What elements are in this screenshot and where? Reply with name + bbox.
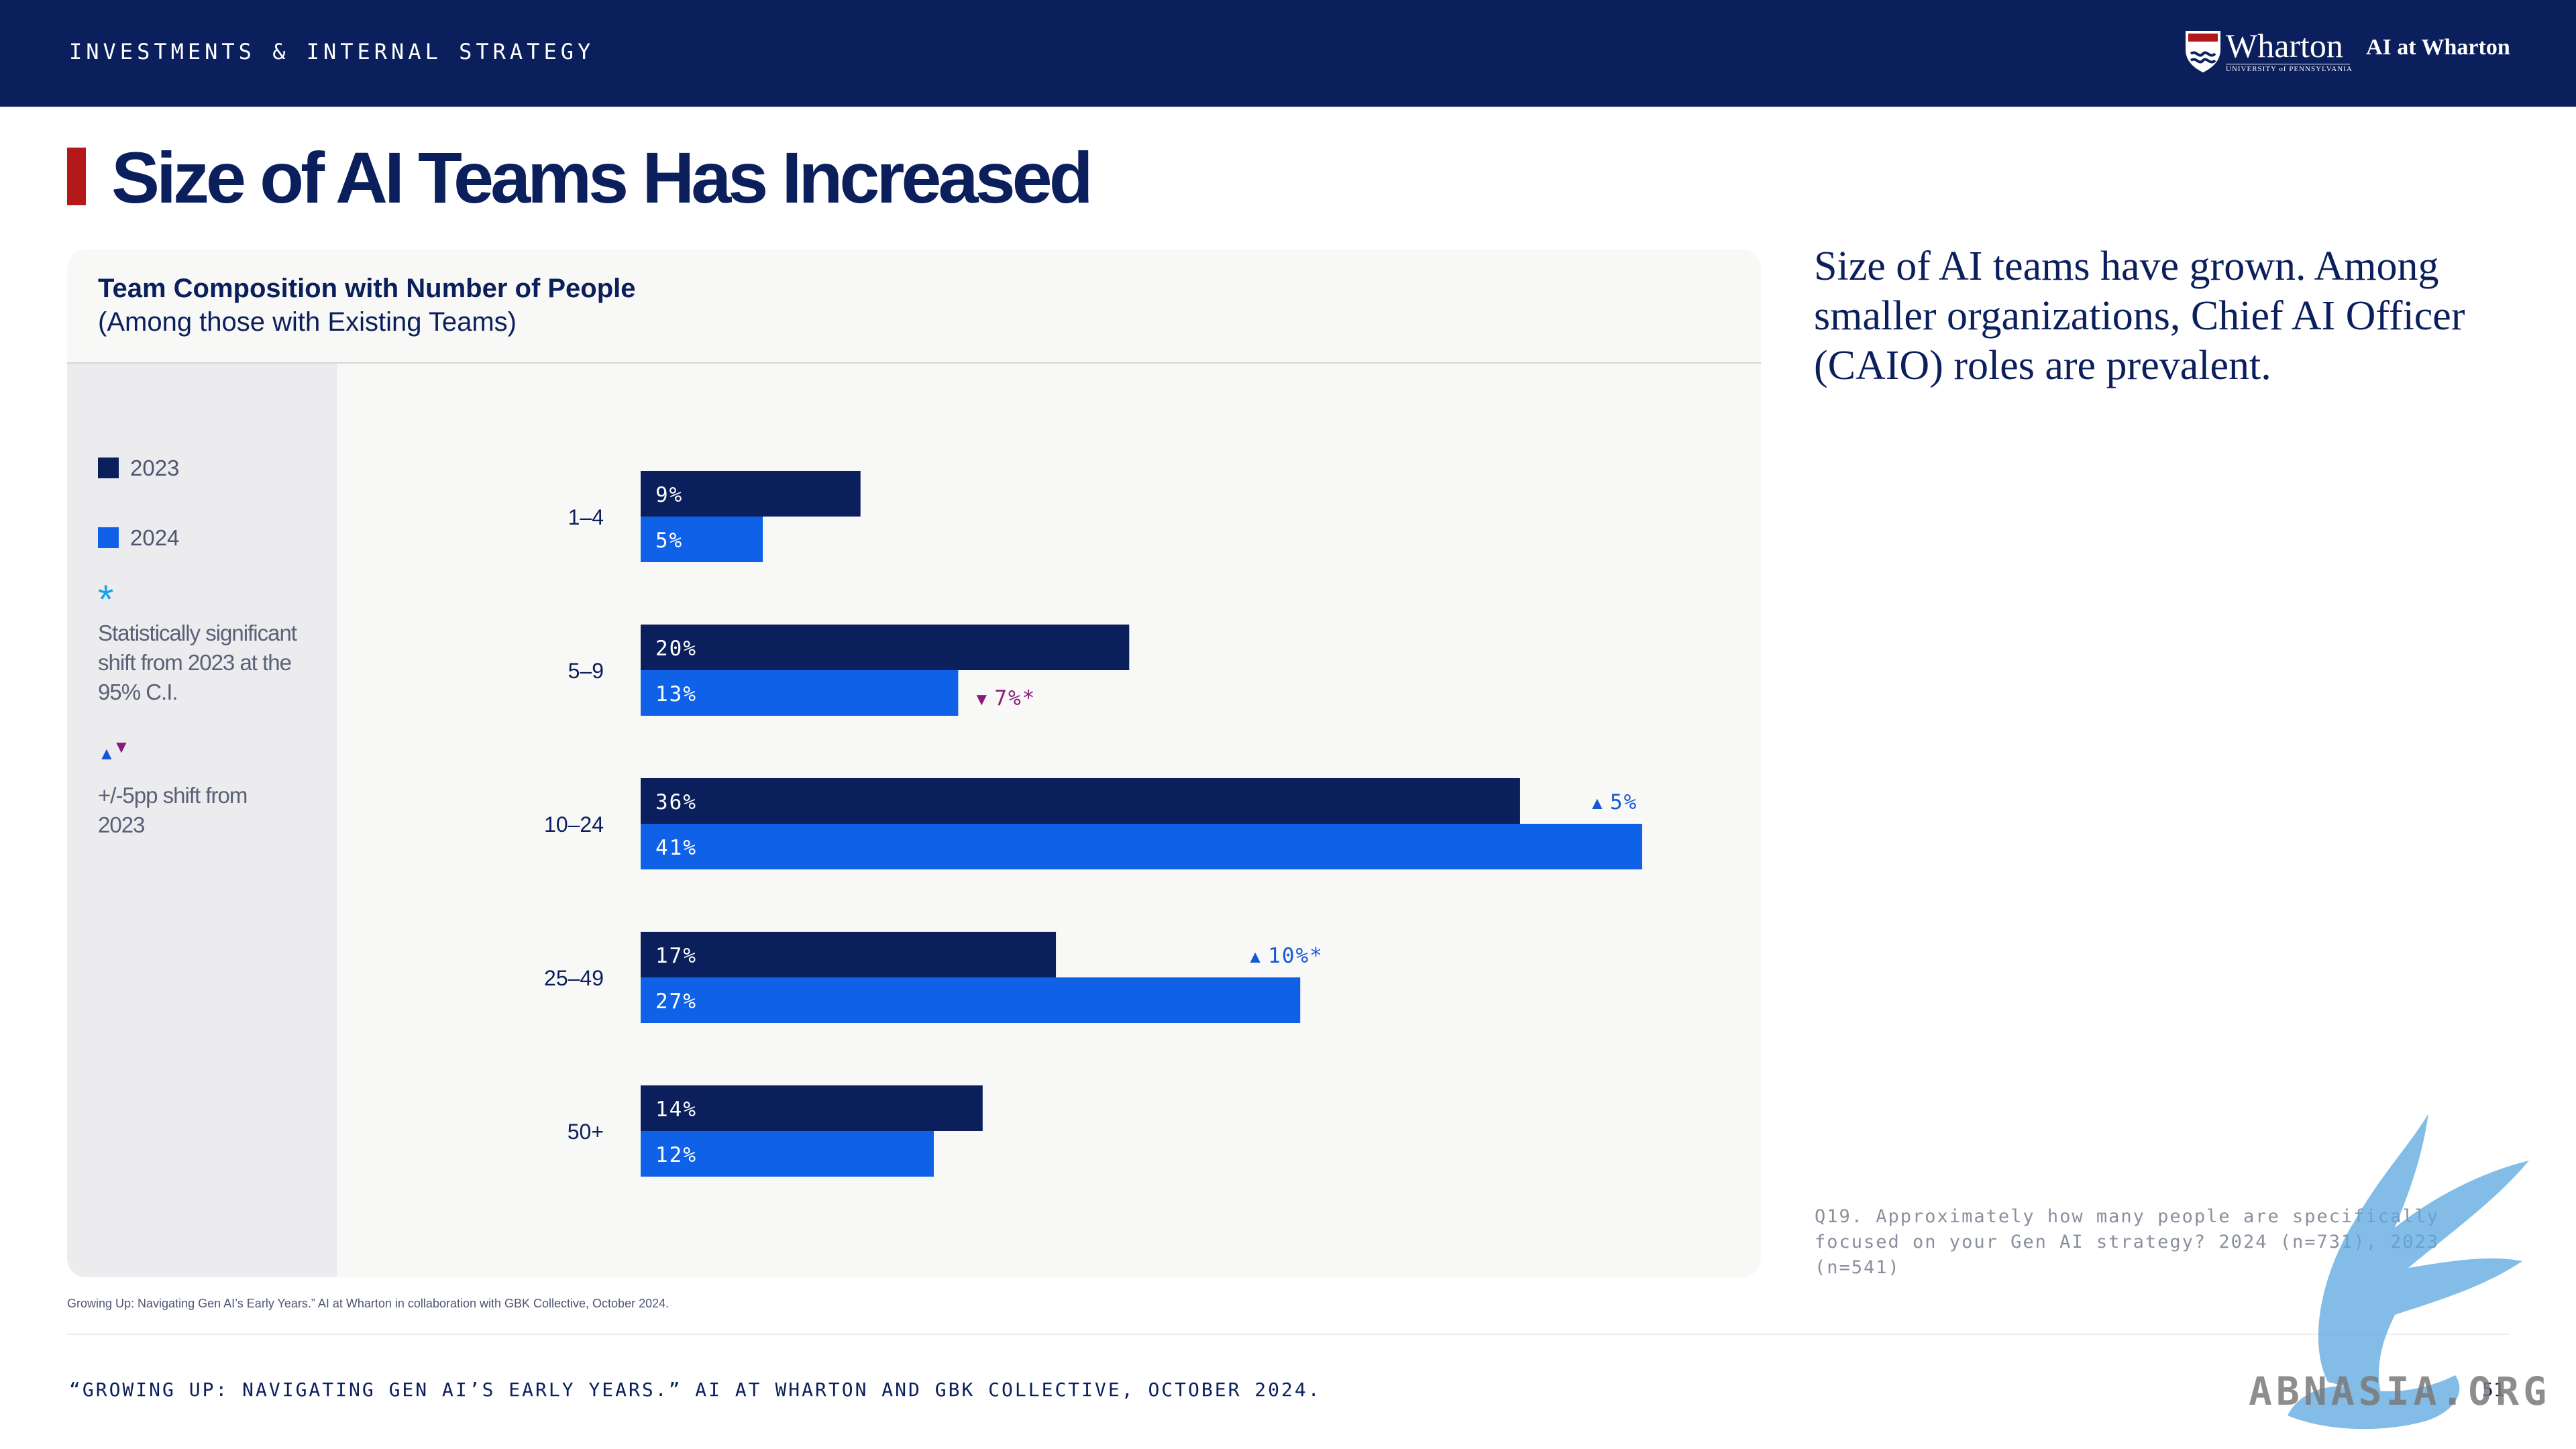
bar	[641, 824, 1642, 869]
page-title: Size of AI Teams Has Increased	[111, 137, 1093, 218]
significance-note: Statistically significant shift from 202…	[98, 621, 297, 704]
category-label: 1–4	[568, 505, 604, 529]
bar	[641, 1131, 934, 1177]
survey-question: Q19. Approximately how many people are s…	[1815, 1206, 2440, 1278]
data-label: 41%	[655, 836, 697, 860]
section-label: INVESTMENTS & INTERNAL STRATEGY	[69, 39, 595, 64]
watermark-emblem-icon	[2288, 1114, 2529, 1430]
footer-citation: “GROWING UP: NAVIGATING GEN AI’S EARLY Y…	[69, 1379, 1322, 1401]
data-label: 14%	[655, 1097, 697, 1122]
shift-note: +/-5pp shift from 2023	[98, 783, 248, 837]
category-label: 5–9	[568, 659, 604, 683]
significance-star-icon: *	[98, 577, 114, 622]
bar	[641, 932, 1057, 977]
card-divider	[67, 362, 1761, 364]
shift-up-icon: ▲	[1246, 947, 1264, 967]
title-accent-bar	[67, 148, 86, 205]
wharton-subtitle: UNIVERSITY of PENNSYLVANIA	[2226, 65, 2353, 73]
legend-swatch-2023	[98, 458, 119, 478]
bar	[641, 977, 1301, 1023]
wharton-wordmark: Wharton	[2226, 27, 2343, 64]
data-label: 17%	[655, 944, 697, 968]
shift-down-triangle-icon: ▼	[113, 737, 130, 757]
chart-subtitle: (Among those with Existing Teams)	[98, 307, 517, 337]
data-label: 36%	[655, 790, 697, 814]
shift-up-icon: ▲	[1589, 793, 1606, 813]
watermark-text: ABNASIA.ORG	[2249, 1368, 2551, 1414]
shift-label: 10%*	[1268, 944, 1324, 968]
legend-swatch-2024	[98, 527, 119, 548]
shift-up-triangle-icon: ▲	[98, 743, 115, 763]
legend-label-2024: 2024	[130, 525, 180, 550]
data-label: 9%	[655, 483, 683, 507]
footer-divider	[67, 1334, 2509, 1335]
data-label: 13%	[655, 682, 697, 706]
data-label: 20%	[655, 637, 697, 661]
legend-label-2023: 2023	[130, 455, 180, 480]
bar	[641, 471, 861, 517]
bar	[641, 1085, 983, 1131]
legend-panel: 2023 2024 * Statistically significant sh…	[67, 364, 337, 1277]
shift-label: 7%*	[994, 686, 1036, 710]
data-label: 5%	[655, 529, 683, 553]
chart-title: Team Composition with Number of People	[98, 274, 636, 303]
category-label: 50+	[568, 1120, 604, 1144]
bar	[641, 778, 1520, 824]
bar	[641, 670, 959, 716]
data-label: 12%	[655, 1143, 697, 1167]
shift-label: 5%	[1610, 790, 1638, 814]
penn-shield-icon	[2186, 31, 2220, 72]
category-label: 10–24	[544, 812, 604, 837]
category-label: 25–49	[544, 966, 604, 990]
bar	[641, 625, 1130, 670]
shift-down-icon: ▼	[973, 689, 990, 709]
bar	[641, 517, 763, 562]
header-bar: INVESTMENTS & INTERNAL STRATEGY Wharton …	[0, 0, 2576, 107]
chart-source-note: Growing Up: Navigating Gen AI’s Early Ye…	[67, 1297, 669, 1310]
key-finding-text: Size of AI teams have grown. Among small…	[1814, 244, 2465, 388]
page-number: 51	[2482, 1379, 2505, 1401]
data-label: 27%	[655, 989, 697, 1014]
ai-at-wharton-logo: AI at Wharton	[2366, 35, 2510, 60]
